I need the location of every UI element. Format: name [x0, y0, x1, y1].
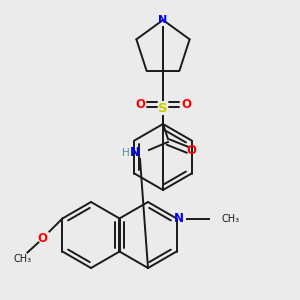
Text: O: O [181, 98, 191, 110]
Text: N: N [158, 15, 168, 25]
Text: N: N [174, 212, 184, 225]
Text: O: O [135, 98, 145, 110]
Text: H: H [122, 148, 130, 158]
Text: O: O [186, 145, 196, 158]
Text: O: O [38, 232, 47, 245]
Text: N: N [130, 146, 140, 158]
Text: CH₃: CH₃ [14, 254, 32, 265]
Text: S: S [158, 101, 168, 115]
Text: CH₃: CH₃ [222, 214, 240, 224]
